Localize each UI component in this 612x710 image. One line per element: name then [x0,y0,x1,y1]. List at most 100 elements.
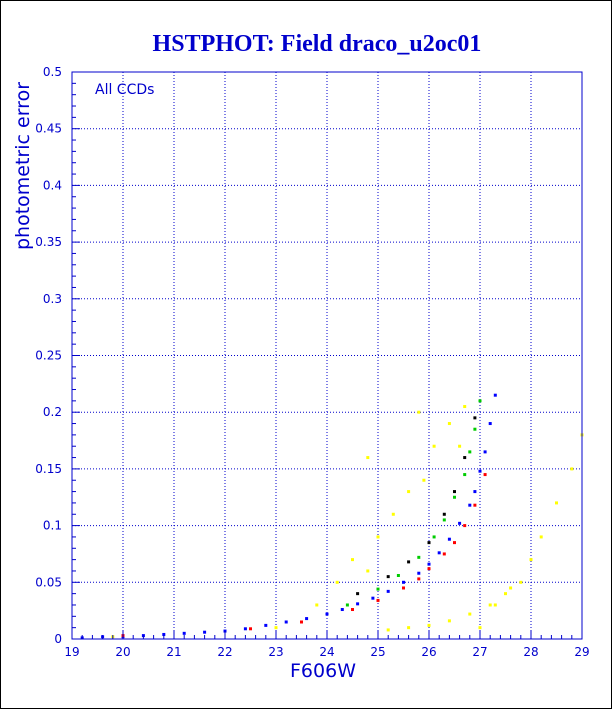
x-tick-label: 29 [574,645,589,659]
data-point [203,630,207,634]
axis-ticks: 19 20 21 22 23 24 25 26 27 28 29 0 0.05 0.1 0.15 0.2 0.2… [35,65,589,659]
data-point [417,577,421,581]
y-tick-label: 0.2 [43,405,62,419]
x-tick-label: 23 [268,645,283,659]
data-point [402,586,405,590]
data-point [427,562,431,566]
data-point [473,503,477,507]
data-point [468,450,472,454]
data-point [493,603,497,607]
data-point [407,490,411,494]
data-point [274,626,278,630]
data-point [504,592,507,596]
data-point [351,558,354,562]
y-tick-label: 0.15 [35,462,62,476]
data-point [356,602,360,606]
data-point [356,592,360,596]
data-point [555,501,558,505]
data-point [488,422,492,426]
data-point [432,535,436,539]
x-tick-label: 19 [64,645,79,659]
x-axis-title: F606W [290,660,356,682]
data-point [427,567,431,571]
data-point [366,456,370,460]
data-point [539,535,543,539]
data-point [402,580,405,584]
x-tick-label: 21 [166,645,181,659]
data-point [422,478,426,482]
data-point [351,608,354,612]
data-point [473,416,477,420]
data-point [427,541,431,545]
data-point [468,503,472,507]
data-point [463,405,467,409]
y-axis-title: photometric error [12,82,34,250]
y-tick-label: 0.25 [35,349,62,363]
ccd-annotation: All CCDs [95,82,154,98]
y-tick-label: 0.45 [35,122,62,136]
data-point [391,512,395,516]
data-point [325,612,329,616]
data-point [243,627,247,631]
data-point [376,535,380,539]
data-point [453,541,456,545]
data-point [407,560,411,564]
data-point [473,427,477,431]
data-point [417,555,421,559]
data-point [453,495,456,499]
data-point [376,598,380,602]
data-point [442,552,446,556]
data-point [478,469,482,473]
data-point [386,589,390,593]
data-point [442,512,446,516]
x-tick-label: 22 [217,645,232,659]
data-point [264,623,268,627]
data-point [447,422,451,426]
data-points [80,393,584,640]
data-point [300,620,303,624]
x-tick-label: 20 [115,645,130,659]
x-tick-label: 24 [319,645,334,659]
data-point [407,626,411,630]
data-point [519,580,523,584]
data-point [453,490,456,494]
data-point [396,573,400,577]
x-tick-label: 26 [421,645,436,659]
data-point [442,518,446,522]
y-tick-label: 0.3 [43,292,62,306]
grid-lines [71,71,583,640]
data-point [162,632,166,636]
data-point [493,393,497,397]
data-point [417,571,421,575]
data-point [340,608,344,612]
data-point [345,603,349,607]
data-point [427,623,431,627]
data-point [468,612,472,616]
data-point [182,631,186,635]
data-point [386,575,390,579]
data-point [478,399,482,403]
data-point [249,627,252,631]
y-tick-label: 0 [54,632,62,646]
data-point [488,603,492,607]
data-point [463,524,467,528]
data-point [529,558,533,562]
y-tick-label: 0.4 [43,178,62,192]
data-point [570,467,574,471]
data-point [483,473,487,477]
data-point [458,521,462,525]
x-tick-label: 27 [472,645,487,659]
data-point [305,617,309,621]
y-tick-label: 0.5 [43,65,62,79]
data-point [509,586,513,590]
data-point [463,456,467,460]
data-point [432,444,436,448]
data-point [478,626,482,630]
data-point [366,569,370,573]
data-point [483,450,487,454]
chart-title: HSTPHOT: Field draco_u2oc01 [153,31,482,57]
data-point [447,537,451,541]
data-point [315,603,319,607]
